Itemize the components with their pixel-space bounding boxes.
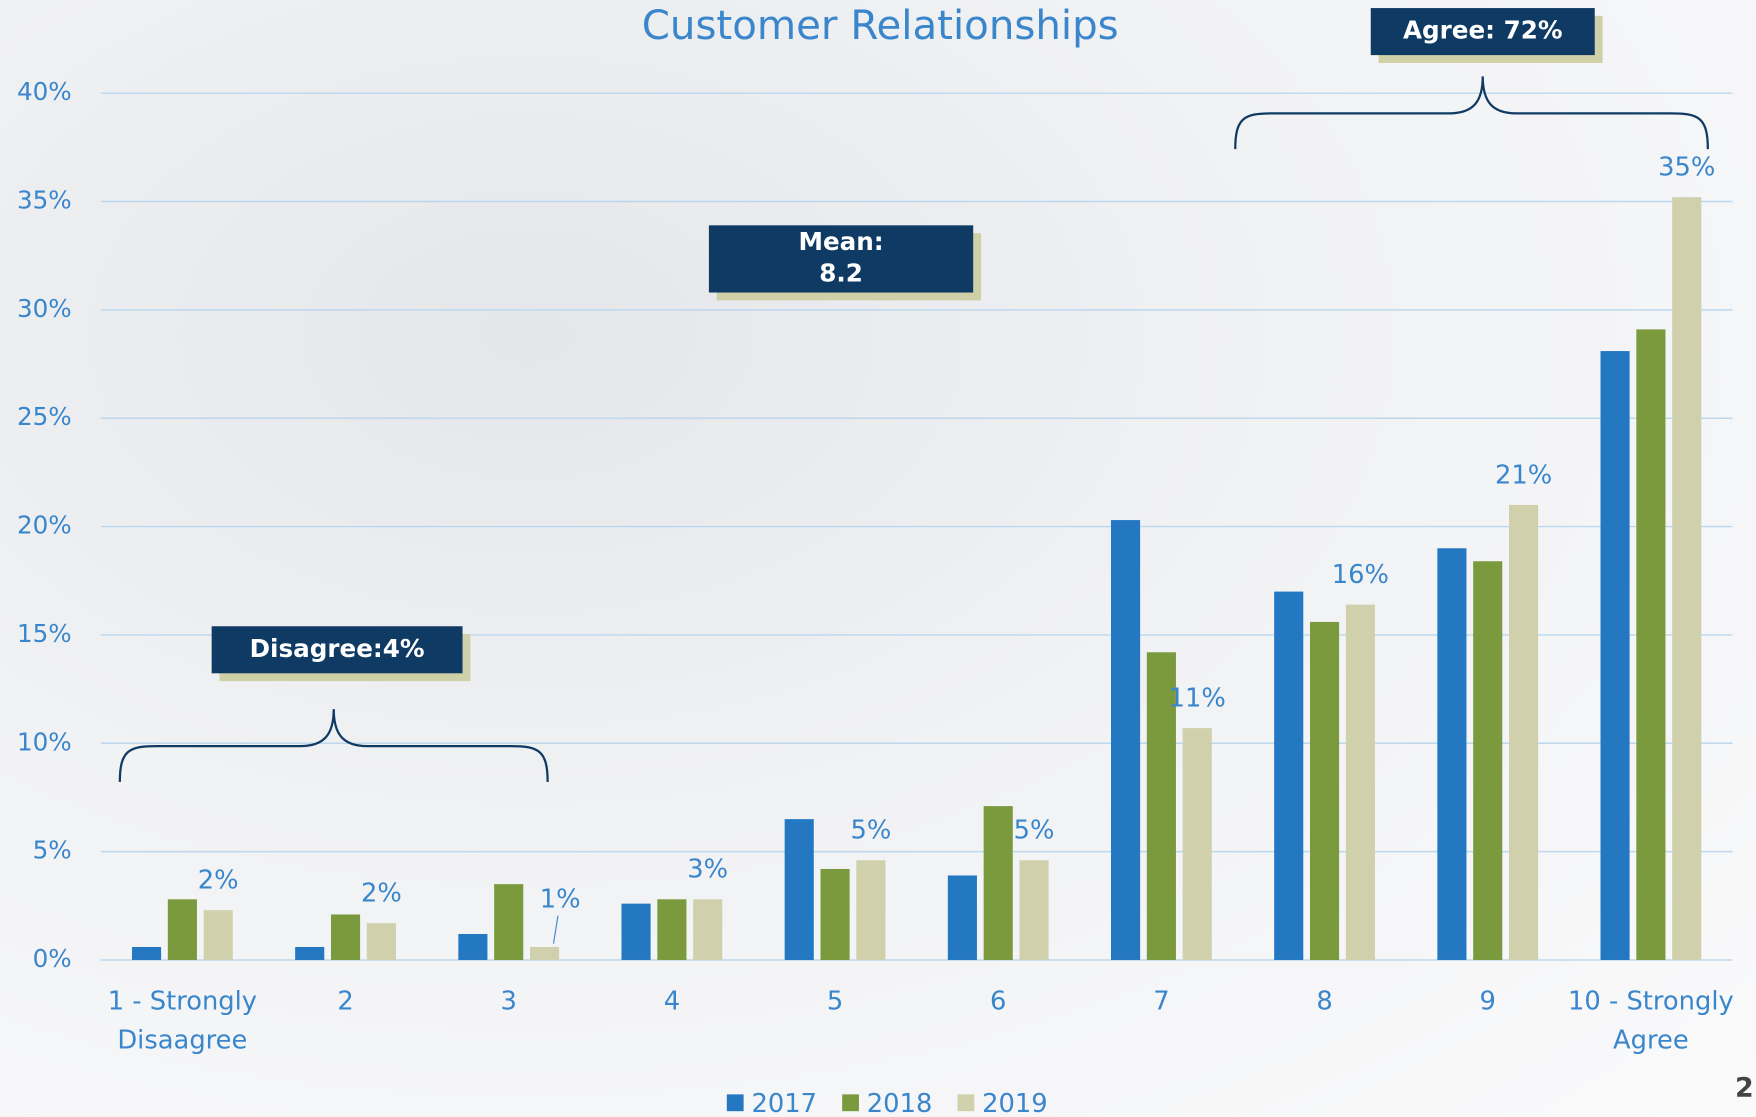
bar — [203, 910, 233, 960]
value-label: 3% — [687, 855, 728, 885]
x-tick-label: 8 — [1316, 986, 1332, 1016]
bar — [820, 868, 850, 960]
x-tick-label: 7 — [1153, 986, 1169, 1016]
bar — [784, 819, 814, 960]
value-label: 35% — [1658, 153, 1715, 183]
value-label: 11% — [1169, 683, 1226, 713]
bar — [657, 899, 687, 960]
y-tick-label: 35% — [17, 186, 72, 215]
legend-swatch — [842, 1094, 859, 1112]
legend-swatch — [726, 1094, 744, 1112]
value-label: 5% — [1014, 816, 1055, 846]
y-tick-label: 5% — [33, 836, 72, 865]
bar — [1146, 652, 1176, 960]
y-tick-label: 30% — [17, 294, 72, 323]
legend-label: 2017 — [751, 1089, 817, 1117]
bar — [131, 946, 162, 960]
chart-title: Customer Relationships — [642, 2, 1119, 49]
bar — [366, 923, 396, 960]
y-tick-label: 10% — [17, 727, 72, 756]
bar — [947, 875, 977, 960]
y-tick-label: 40% — [17, 77, 72, 106]
legend-label: 2018 — [867, 1089, 933, 1117]
bar — [1437, 548, 1467, 960]
bar — [693, 899, 723, 960]
y-tick-label: 20% — [17, 511, 72, 540]
bar — [1509, 504, 1539, 960]
disagree-brace — [118, 709, 549, 782]
y-tick-label: 25% — [17, 402, 72, 431]
leader-line — [552, 915, 559, 944]
bar — [1274, 591, 1304, 960]
bar — [1672, 197, 1702, 960]
bar — [295, 946, 325, 960]
bar — [621, 903, 651, 960]
y-tick-label: 15% — [17, 619, 72, 648]
mean-value: 8.2 — [819, 259, 863, 288]
mean-box — [708, 225, 974, 293]
y-tick-label: 0% — [33, 944, 72, 973]
bar — [529, 946, 560, 960]
bar — [856, 860, 886, 960]
agree-label: Agree: 72% — [1403, 16, 1563, 45]
bar — [494, 884, 524, 960]
x-tick-label: 10 - Strongly Agree — [1568, 986, 1734, 1055]
bar — [330, 914, 361, 960]
value-label: 1% — [540, 884, 581, 914]
bar — [1019, 860, 1049, 960]
disagree-label: Disagree:4% — [250, 634, 425, 663]
x-tick-label: 5 — [827, 986, 843, 1016]
x-tick-label: 6 — [990, 986, 1006, 1016]
value-label: 2% — [198, 866, 239, 896]
agree-box — [1370, 8, 1595, 56]
bar — [458, 933, 488, 960]
bar — [1600, 351, 1630, 960]
mean-label: Mean: — [798, 227, 883, 256]
bar — [1310, 621, 1340, 960]
page-number: 2 — [1735, 1072, 1754, 1103]
x-tick-label: 1 - Strongly Disaagree — [108, 986, 257, 1055]
bar — [1110, 520, 1141, 960]
value-label: 5% — [850, 816, 891, 846]
bar — [1345, 604, 1375, 960]
legend-swatch — [957, 1094, 975, 1112]
legend-label: 2019 — [982, 1089, 1048, 1117]
x-tick-label: 3 — [501, 986, 517, 1016]
agree-brace — [1234, 76, 1709, 150]
bar — [1473, 561, 1503, 960]
bar — [1182, 728, 1212, 960]
x-tick-label: 4 — [664, 986, 680, 1016]
bar — [1636, 329, 1666, 960]
bar — [983, 806, 1013, 960]
bar — [167, 899, 197, 960]
value-label: 21% — [1495, 460, 1552, 490]
x-tick-label: 9 — [1480, 986, 1496, 1016]
value-label: 2% — [361, 879, 402, 909]
disagree-box — [211, 626, 463, 674]
value-label: 16% — [1332, 560, 1389, 590]
x-tick-label: 2 — [337, 986, 353, 1016]
